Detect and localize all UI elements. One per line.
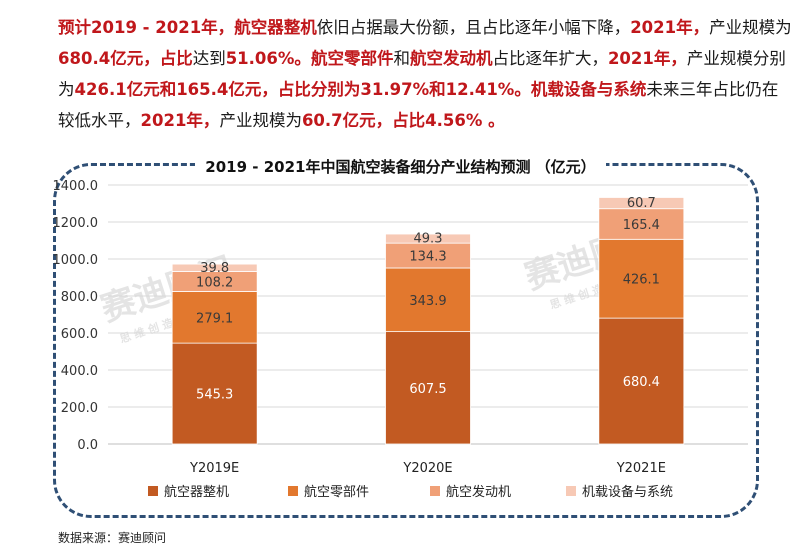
paragraph-segment: 占比逐年扩大， — [492, 49, 608, 68]
data-label: 39.8 — [200, 261, 229, 276]
y-tick-label: 1400.0 — [53, 179, 99, 194]
y-tick-label: 0.0 — [77, 438, 98, 453]
y-tick-label: 200.0 — [61, 401, 98, 416]
legend-label: 机载设备与系统 — [582, 484, 673, 500]
legend-swatch — [148, 486, 158, 496]
paragraph-segment: 产业规模分别为 — [58, 49, 786, 99]
data-label: 49.3 — [414, 232, 443, 247]
y-tick-label: 800.0 — [61, 290, 98, 305]
x-tick-label: Y2019E — [189, 461, 239, 476]
paragraph-segment: 51.06%。 — [225, 49, 311, 68]
y-tick-label: 400.0 — [61, 364, 98, 379]
paragraph-segment: 航空器整机 — [234, 18, 317, 37]
bar-segment — [598, 238, 685, 319]
data-label: 343.9 — [409, 294, 446, 309]
summary-paragraph: 预计2019 - 2021年，航空器整机依旧占据最大份额，且占比逐年小幅下降，2… — [58, 12, 793, 136]
chart-title: 2019 - 2021年中国航空装备细分产业结构预测 （亿元） — [0, 156, 801, 177]
data-label: 279.1 — [196, 311, 233, 326]
chart-title-text: 2019 - 2021年中国航空装备细分产业结构预测 （亿元） — [195, 158, 606, 176]
paragraph-segment: 机载设备与系统 — [530, 80, 647, 99]
bar-segment — [171, 342, 258, 445]
bar-segment — [385, 233, 471, 244]
bar-segment — [385, 242, 471, 269]
legend-label: 航空器整机 — [164, 484, 229, 500]
paragraph-segment: 2021年， — [607, 49, 687, 68]
paragraph-segment: 未来三年占比仍在较低水平， — [58, 80, 779, 130]
paragraph-segment: 航空发动机 — [409, 49, 493, 68]
data-label: 134.3 — [409, 250, 446, 265]
paragraph-segment: 426.1亿元和165.4亿元，占比分别为31.97%和12.41%。 — [74, 80, 531, 99]
y-tick-label: 1200.0 — [53, 216, 99, 231]
paragraph-segment: 航空零部件 — [310, 49, 394, 68]
data-label: 680.4 — [623, 375, 660, 390]
bar-segment — [598, 197, 685, 210]
legend-label: 航空发动机 — [446, 484, 511, 500]
bar-segment — [598, 208, 685, 240]
y-tick-label: 600.0 — [61, 327, 98, 342]
data-label: 108.2 — [196, 275, 233, 290]
paragraph-segment: 2021年， — [140, 111, 220, 130]
data-label: 60.7 — [627, 196, 656, 211]
y-tick-label: 1000.0 — [53, 253, 99, 268]
data-label: 607.5 — [409, 382, 446, 397]
paragraph-segment: 预计2019 - 2021年， — [58, 18, 235, 37]
paragraph-segment: 2021年， — [630, 18, 710, 37]
paragraph-segment: 680.4亿元，占比 — [58, 49, 193, 68]
bar-segment — [385, 267, 471, 333]
paragraph-segment: 和 — [393, 49, 410, 68]
paragraph-segment: 60.7亿元，占比4.56% 。 — [301, 111, 505, 130]
paragraph-segment: 产业规模为 — [709, 18, 792, 37]
x-tick-label: Y2020E — [402, 461, 452, 476]
data-source: 数据来源：赛迪顾问 — [58, 531, 167, 545]
paragraph-segment: 依旧占据最大份额，且占比逐年小幅下降， — [316, 18, 631, 37]
legend-swatch — [288, 486, 298, 496]
paragraph-segment: 达到 — [192, 49, 226, 68]
data-label: 165.4 — [623, 218, 660, 233]
legend-label: 航空零部件 — [304, 484, 369, 500]
data-label: 426.1 — [623, 273, 660, 288]
paragraph-segment: 产业规模为 — [219, 111, 302, 130]
data-label: 545.3 — [196, 388, 233, 403]
bar-segment — [598, 317, 685, 445]
bar-segment — [171, 291, 258, 344]
bar-segment — [171, 263, 258, 272]
legend-swatch — [566, 486, 576, 496]
bar-segment — [385, 331, 471, 445]
x-tick-label: Y2021E — [616, 461, 666, 476]
legend-swatch — [430, 486, 440, 496]
